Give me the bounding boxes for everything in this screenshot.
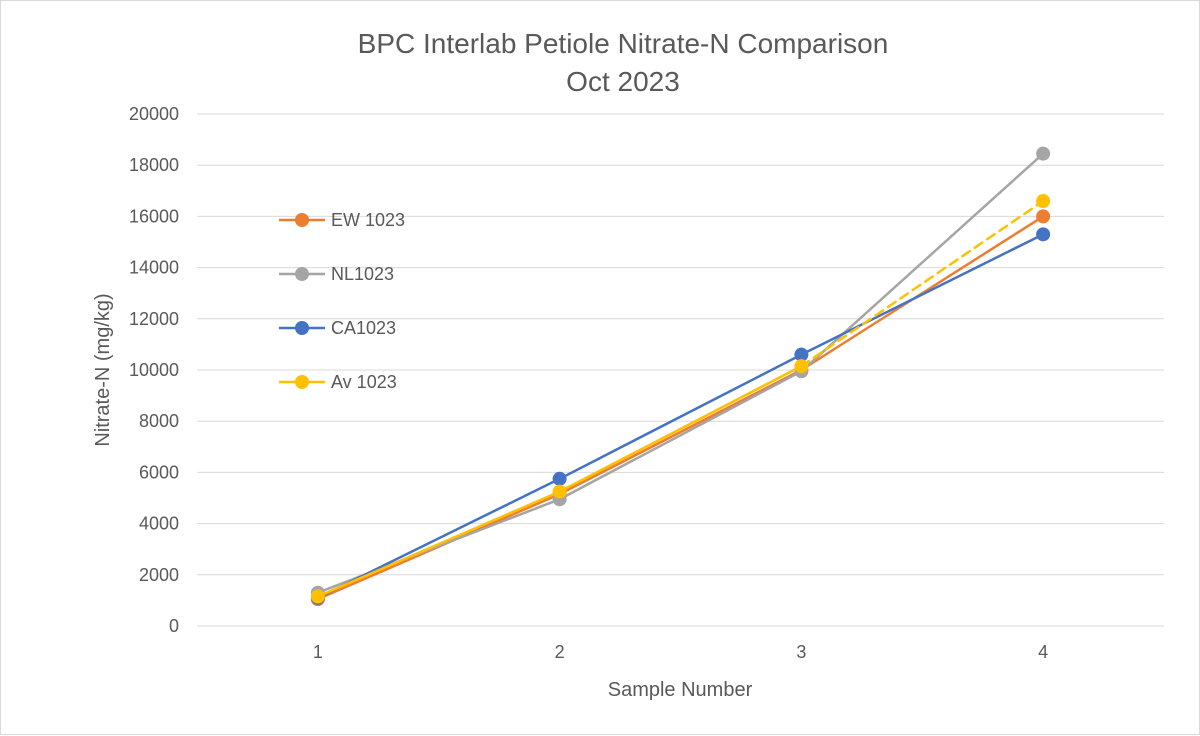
y-axis-title: Nitrate-N (mg/kg): [92, 293, 114, 446]
legend-item: EW 1023: [279, 210, 405, 230]
series-line-segment: [558, 368, 803, 496]
data-point: [1036, 209, 1051, 224]
chart-title-line2: Oct 2023: [566, 66, 680, 97]
legend-marker: [295, 213, 309, 227]
legend-label: EW 1023: [331, 210, 405, 230]
legend-marker: [295, 321, 309, 335]
y-tick-label: 6000: [139, 462, 179, 482]
series-ca1023: [310, 227, 1051, 605]
x-tick-label: 4: [1038, 642, 1048, 662]
series-line-segment: [800, 199, 1045, 368]
data-point: [310, 589, 325, 604]
x-axis-title: Sample Number: [608, 679, 753, 701]
series-line-segment: [558, 370, 803, 501]
legend-item: NL1023: [279, 264, 394, 284]
data-point: [1036, 227, 1051, 242]
data-point: [794, 347, 809, 362]
chart-title-line1: BPC Interlab Petiole Nitrate-N Compariso…: [358, 28, 889, 59]
legend-label: NL1023: [331, 264, 394, 284]
data-point: [552, 471, 567, 486]
legend-label: CA1023: [331, 318, 396, 338]
legend-item: Av 1023: [279, 372, 397, 392]
data-point: [552, 484, 567, 499]
x-tick-label: 2: [555, 642, 565, 662]
y-tick-label: 8000: [139, 411, 179, 431]
legend-item: CA1023: [279, 318, 396, 338]
series-line-segment: [558, 353, 803, 481]
y-tick-label: 20000: [129, 104, 179, 124]
y-tick-labels: 0 2000 4000 6000 8000 10000 12000 14000 16000 180…: [129, 104, 179, 636]
series-line-segment: [800, 152, 1045, 373]
x-tick-label: 1: [313, 642, 323, 662]
legend-label: Av 1023: [331, 372, 397, 392]
y-tick-label: 18000: [129, 155, 179, 175]
gridlines: [197, 113, 1164, 627]
legend-marker: [295, 267, 309, 281]
y-tick-label: 14000: [129, 258, 179, 278]
series-line-segment: [800, 233, 1045, 356]
data-point: [794, 359, 809, 374]
y-tick-label: 12000: [129, 309, 179, 329]
y-tick-label: 2000: [139, 565, 179, 585]
x-tick-label: 3: [796, 642, 806, 662]
series-line-segment: [316, 490, 561, 598]
y-tick-label: 10000: [129, 360, 179, 380]
y-tick-label: 0: [169, 616, 179, 636]
data-point: [1036, 194, 1051, 209]
legend-marker: [295, 375, 309, 389]
series-av-1023: [310, 194, 1051, 604]
legend: EW 1023 NL1023 CA1023 Av 1023: [279, 210, 405, 392]
series-nl1023: [310, 146, 1051, 600]
y-tick-label: 16000: [129, 206, 179, 226]
data-point: [1036, 146, 1051, 161]
data-series: [310, 146, 1051, 607]
y-tick-label: 4000: [139, 514, 179, 534]
series-line-segment: [558, 364, 803, 493]
x-tick-labels: 1 2 3 4: [313, 642, 1048, 662]
